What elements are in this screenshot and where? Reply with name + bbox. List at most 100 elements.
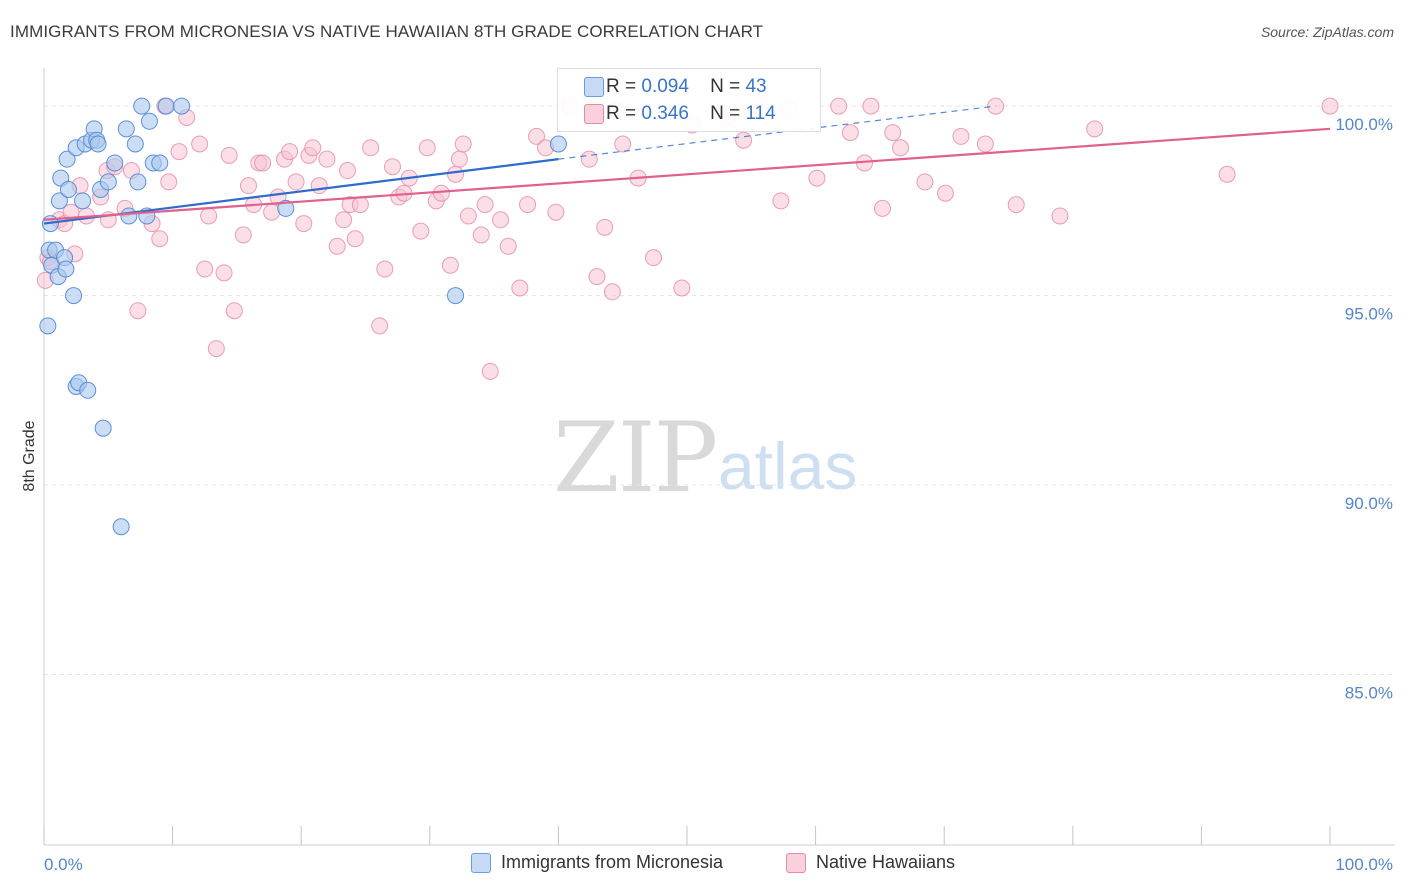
point-micronesia[interactable]: [39, 317, 57, 335]
point-native-hawaiians[interactable]: [346, 230, 364, 248]
point-native-hawaiians[interactable]: [170, 143, 188, 161]
point-native-hawaiians[interactable]: [1218, 165, 1236, 183]
point-native-hawaiians[interactable]: [447, 165, 465, 183]
point-native-hawaiians[interactable]: [645, 249, 663, 267]
point-native-hawaiians[interactable]: [492, 211, 510, 229]
point-native-hawaiians[interactable]: [207, 340, 225, 358]
point-micronesia[interactable]: [129, 173, 147, 191]
point-micronesia[interactable]: [74, 192, 92, 210]
point-native-hawaiians[interactable]: [884, 124, 902, 142]
point-native-hawaiians[interactable]: [547, 203, 565, 221]
point-native-hawaiians[interactable]: [220, 146, 238, 164]
point-micronesia[interactable]: [58, 150, 76, 168]
point-native-hawaiians[interactable]: [1051, 207, 1069, 225]
point-native-hawaiians[interactable]: [351, 196, 369, 214]
point-native-hawaiians[interactable]: [528, 127, 546, 145]
point-native-hawaiians[interactable]: [304, 139, 322, 157]
point-native-hawaiians[interactable]: [476, 196, 494, 214]
point-native-hawaiians[interactable]: [891, 139, 909, 157]
point-native-hawaiians[interactable]: [472, 226, 490, 244]
point-native-hawaiians[interactable]: [191, 135, 209, 153]
point-micronesia[interactable]: [79, 381, 97, 399]
point-native-hawaiians[interactable]: [499, 237, 517, 255]
point-native-hawaiians[interactable]: [735, 131, 753, 149]
point-native-hawaiians[interactable]: [362, 139, 380, 157]
point-micronesia[interactable]: [59, 180, 77, 198]
point-native-hawaiians[interactable]: [1321, 97, 1339, 115]
point-micronesia[interactable]: [133, 97, 151, 115]
point-native-hawaiians[interactable]: [673, 279, 691, 297]
point-micronesia[interactable]: [173, 97, 191, 115]
point-native-hawaiians[interactable]: [580, 150, 598, 168]
point-native-hawaiians[interactable]: [808, 169, 826, 187]
point-native-hawaiians[interactable]: [511, 279, 529, 297]
point-native-hawaiians[interactable]: [952, 127, 970, 145]
point-native-hawaiians[interactable]: [588, 268, 606, 286]
point-micronesia[interactable]: [157, 97, 175, 115]
point-micronesia[interactable]: [140, 112, 158, 130]
point-micronesia[interactable]: [447, 287, 465, 305]
point-micronesia[interactable]: [106, 154, 124, 172]
point-native-hawaiians[interactable]: [936, 184, 954, 202]
point-native-hawaiians[interactable]: [151, 230, 169, 248]
point-native-hawaiians[interactable]: [335, 211, 353, 229]
point-native-hawaiians[interactable]: [200, 207, 218, 225]
point-native-hawaiians[interactable]: [318, 150, 336, 168]
point-native-hawaiians[interactable]: [481, 362, 499, 380]
point-native-hawaiians[interactable]: [916, 173, 934, 191]
legend-item-hawaiians[interactable]: Native Hawaiians: [786, 852, 955, 873]
point-native-hawaiians[interactable]: [129, 302, 147, 320]
point-native-hawaiians[interactable]: [459, 207, 477, 225]
point-native-hawaiians[interactable]: [772, 192, 790, 210]
point-micronesia[interactable]: [57, 260, 75, 278]
point-native-hawaiians[interactable]: [412, 222, 430, 240]
point-micronesia[interactable]: [89, 135, 107, 153]
point-native-hawaiians[interactable]: [281, 143, 299, 161]
point-native-hawaiians[interactable]: [1007, 196, 1025, 214]
point-native-hawaiians[interactable]: [603, 283, 621, 301]
point-native-hawaiians[interactable]: [450, 150, 468, 168]
point-native-hawaiians[interactable]: [196, 260, 214, 278]
point-native-hawaiians[interactable]: [263, 203, 281, 221]
point-native-hawaiians[interactable]: [873, 199, 891, 217]
point-native-hawaiians[interactable]: [225, 302, 243, 320]
point-micronesia[interactable]: [151, 154, 169, 172]
point-native-hawaiians[interactable]: [614, 135, 632, 153]
point-micronesia[interactable]: [112, 518, 130, 536]
point-native-hawaiians[interactable]: [441, 256, 459, 274]
point-native-hawaiians[interactable]: [841, 124, 859, 142]
point-native-hawaiians[interactable]: [432, 184, 450, 202]
point-native-hawaiians[interactable]: [976, 135, 994, 153]
point-micronesia[interactable]: [117, 120, 135, 138]
stats-row-hawaiians: R = 0.346 N = 114: [584, 101, 776, 127]
point-native-hawaiians[interactable]: [239, 177, 257, 195]
point-native-hawaiians[interactable]: [376, 260, 394, 278]
point-native-hawaiians[interactable]: [287, 173, 305, 191]
point-micronesia[interactable]: [126, 135, 144, 153]
point-micronesia[interactable]: [277, 199, 295, 217]
point-micronesia[interactable]: [549, 135, 567, 153]
point-micronesia[interactable]: [94, 419, 112, 437]
point-native-hawaiians[interactable]: [1086, 120, 1104, 138]
point-micronesia[interactable]: [65, 287, 83, 305]
point-native-hawaiians[interactable]: [215, 264, 233, 282]
point-native-hawaiians[interactable]: [862, 97, 880, 115]
point-native-hawaiians[interactable]: [338, 162, 356, 180]
point-native-hawaiians[interactable]: [596, 218, 614, 236]
point-native-hawaiians[interactable]: [454, 135, 472, 153]
point-native-hawaiians[interactable]: [310, 177, 328, 195]
point-native-hawaiians[interactable]: [371, 317, 389, 335]
point-native-hawaiians[interactable]: [384, 158, 402, 176]
legend-item-micronesia[interactable]: Immigrants from Micronesia: [471, 852, 723, 873]
point-micronesia[interactable]: [120, 207, 138, 225]
point-native-hawaiians[interactable]: [418, 139, 436, 157]
point-micronesia[interactable]: [99, 173, 117, 191]
point-native-hawaiians[interactable]: [160, 173, 178, 191]
point-native-hawaiians[interactable]: [830, 97, 848, 115]
point-micronesia[interactable]: [50, 192, 68, 210]
point-native-hawaiians[interactable]: [234, 226, 252, 244]
point-native-hawaiians[interactable]: [295, 215, 313, 233]
point-native-hawaiians[interactable]: [328, 237, 346, 255]
point-native-hawaiians[interactable]: [519, 196, 537, 214]
point-native-hawaiians[interactable]: [254, 154, 272, 172]
